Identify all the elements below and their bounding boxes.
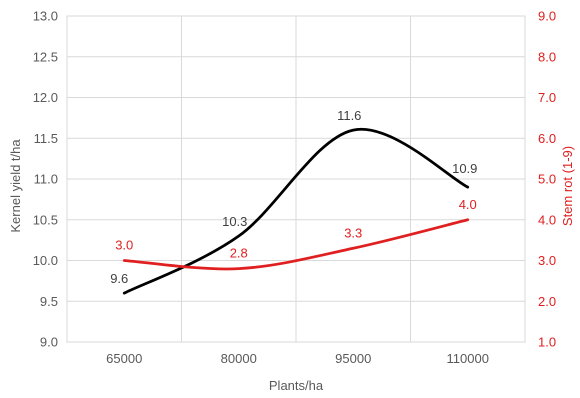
stem-rot-data-label: 3.0 <box>115 238 133 253</box>
y-right-tick-label: 5.0 <box>538 172 556 187</box>
x-tick-label: 110000 <box>447 351 489 366</box>
series-lines <box>122 127 470 295</box>
y-left-tick-label: 11.0 <box>34 172 58 187</box>
kernel-yield-data-label: 11.6 <box>337 108 361 123</box>
y-left-tick-label: 13.0 <box>33 9 58 24</box>
y-right-tick-label: 8.0 <box>538 49 556 64</box>
y-right-tick-label: 1.0 <box>538 335 556 350</box>
data-labels: 9.6 10.3 11.6 10.9 3.0 2.8 3.3 4.0 <box>110 108 477 286</box>
y-left-tick-label: 9.0 <box>40 335 58 350</box>
y-left-tick-label: 10.5 <box>33 212 58 227</box>
kernel-yield-data-label: 9.6 <box>110 271 128 286</box>
kernel-yield-line <box>122 127 470 295</box>
y-left-tick-label: 11.5 <box>34 131 58 146</box>
plot-border <box>66 15 526 343</box>
y-left-tick-label: 12.5 <box>33 49 58 64</box>
y-right-tick-label: 2.0 <box>538 294 556 309</box>
y-left-tick-label: 9.5 <box>40 294 58 309</box>
y-axis-right-title: Stem rot (1-9) <box>560 146 575 226</box>
x-tick-label: 80000 <box>221 351 257 366</box>
y-left-tick-label: 10.0 <box>33 253 58 268</box>
kernel-yield-data-label: 10.3 <box>222 214 247 229</box>
y-left-tick-label: 12.0 <box>33 90 58 105</box>
x-tick-label: 65000 <box>106 351 142 366</box>
stem-rot-data-label: 2.8 <box>230 246 248 261</box>
stem-rot-data-label: 3.3 <box>344 225 362 240</box>
kernel-yield-data-label: 10.9 <box>452 161 477 176</box>
y-right-tick-label: 3.0 <box>538 253 556 268</box>
x-tick-label: 95000 <box>335 351 371 366</box>
y-right-tick-label: 4.0 <box>538 212 556 227</box>
axis-ticks: 9.0 9.5 10.0 10.5 11.0 11.5 12.0 12.5 13.0 1.0 2.0… <box>33 9 556 367</box>
y-right-tick-label: 9.0 <box>538 9 556 24</box>
y-right-tick-label: 6.0 <box>538 131 556 146</box>
stem-rot-line <box>122 218 470 271</box>
y-axis-left-title: Kernel yield t/ha <box>8 139 23 233</box>
y-right-tick-label: 7.0 <box>538 90 556 105</box>
x-axis-title: Plants/ha <box>269 378 324 393</box>
plot-area <box>66 15 526 343</box>
stem-rot-data-label: 4.0 <box>459 197 477 212</box>
